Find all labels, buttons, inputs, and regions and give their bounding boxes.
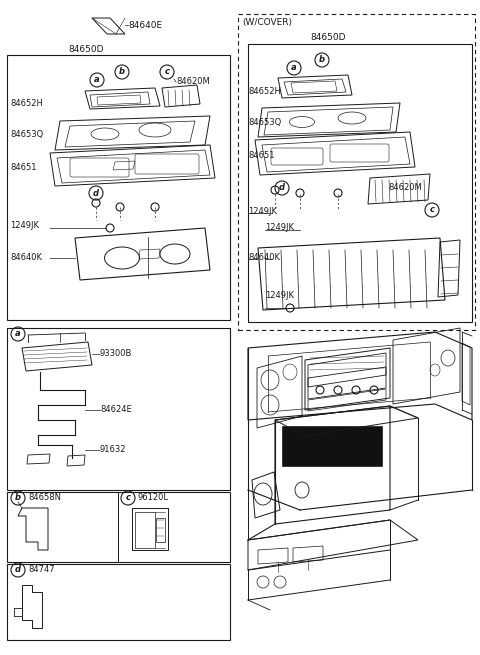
Text: 84747: 84747 — [28, 565, 55, 574]
Text: 84652H: 84652H — [248, 88, 281, 96]
Text: a: a — [15, 329, 21, 339]
Text: d: d — [279, 183, 285, 193]
Bar — [282, 426, 382, 466]
Text: 84640K: 84640K — [248, 253, 280, 263]
Text: c: c — [125, 493, 131, 502]
Text: b: b — [15, 493, 21, 502]
Text: 84640E: 84640E — [128, 20, 162, 29]
Text: 84620M: 84620M — [176, 77, 210, 86]
Text: 84624E: 84624E — [100, 405, 132, 415]
Text: 1249JK: 1249JK — [265, 291, 294, 299]
Text: 84650D: 84650D — [310, 33, 346, 43]
Text: a: a — [94, 75, 100, 84]
Text: 84658N: 84658N — [28, 493, 61, 502]
Text: 84652H: 84652H — [10, 98, 43, 107]
Text: 84640K: 84640K — [10, 252, 42, 261]
Text: 93300B: 93300B — [100, 350, 132, 358]
Bar — [238, 14, 475, 330]
Bar — [7, 328, 230, 490]
Text: b: b — [119, 67, 125, 77]
Text: c: c — [165, 67, 169, 77]
Text: 84653Q: 84653Q — [248, 117, 281, 126]
Text: 96120L: 96120L — [138, 493, 169, 502]
Text: 84653Q: 84653Q — [10, 130, 43, 140]
Text: a: a — [291, 64, 297, 73]
Bar — [7, 492, 230, 562]
Text: d: d — [15, 565, 21, 574]
Bar — [7, 564, 230, 640]
Text: 84651: 84651 — [248, 151, 275, 160]
Bar — [248, 44, 472, 322]
Text: c: c — [430, 206, 434, 214]
Text: 1249JK: 1249JK — [248, 208, 277, 217]
Text: 1249JK: 1249JK — [265, 223, 294, 233]
Text: (W/COVER): (W/COVER) — [242, 18, 292, 26]
Text: b: b — [319, 56, 325, 64]
Text: d: d — [93, 189, 99, 198]
Text: 84650D: 84650D — [68, 45, 104, 54]
Text: 84651: 84651 — [10, 164, 36, 172]
Text: 1249JK: 1249JK — [10, 221, 39, 229]
Bar — [7, 55, 230, 320]
Text: 91632: 91632 — [100, 445, 127, 455]
Text: 84620M: 84620M — [388, 183, 422, 193]
